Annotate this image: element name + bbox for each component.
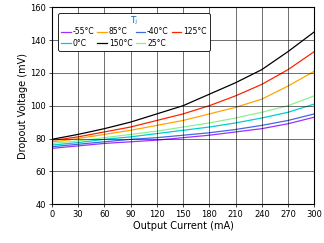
- -55°C: [129, 140, 133, 143]
- 125°C: [312, 50, 316, 53]
- 25°C: [181, 126, 185, 129]
- -55°C: [286, 122, 290, 125]
- 125°C: [50, 139, 54, 142]
- -55°C: [234, 130, 237, 133]
- -55°C: [76, 144, 80, 147]
- Y-axis label: Dropout Voltage (mV): Dropout Voltage (mV): [17, 53, 28, 159]
- 0°C: [76, 141, 80, 144]
- 85°C: [312, 70, 316, 73]
- 125°C: [207, 104, 211, 107]
- -55°C: [50, 147, 54, 150]
- Line: 85°C: 85°C: [52, 71, 314, 142]
- 25°C: [234, 117, 237, 120]
- 25°C: [155, 130, 159, 133]
- 150°C: [312, 30, 316, 33]
- 85°C: [181, 119, 185, 122]
- Line: 150°C: 150°C: [52, 32, 314, 139]
- 125°C: [102, 130, 106, 133]
- 150°C: [76, 133, 80, 136]
- 85°C: [76, 137, 80, 140]
- 85°C: [129, 129, 133, 132]
- -55°C: [312, 116, 316, 119]
- 85°C: [286, 85, 290, 87]
- 85°C: [260, 98, 264, 101]
- 0°C: [312, 103, 316, 105]
- 0°C: [102, 138, 106, 141]
- 25°C: [76, 139, 80, 142]
- 0°C: [129, 135, 133, 138]
- Line: 125°C: 125°C: [52, 52, 314, 140]
- Legend: -55°C, 0°C, 85°C, 150°C, -40°C, 25°C, 125°C: -55°C, 0°C, 85°C, 150°C, -40°C, 25°C, 12…: [58, 13, 210, 51]
- 125°C: [181, 113, 185, 115]
- -40°C: [312, 113, 316, 115]
- Line: 0°C: 0°C: [52, 104, 314, 145]
- 25°C: [50, 142, 54, 145]
- 150°C: [286, 50, 290, 53]
- Line: -55°C: -55°C: [52, 117, 314, 148]
- -55°C: [155, 139, 159, 142]
- -55°C: [207, 134, 211, 137]
- 0°C: [59, 143, 63, 146]
- 0°C: [50, 144, 54, 147]
- -40°C: [260, 124, 264, 127]
- 0°C: [207, 126, 211, 129]
- -40°C: [181, 134, 185, 137]
- -55°C: [181, 136, 185, 139]
- -40°C: [155, 136, 159, 139]
- 125°C: [234, 95, 237, 97]
- 150°C: [207, 93, 211, 96]
- 25°C: [312, 95, 316, 97]
- 25°C: [207, 122, 211, 124]
- 0°C: [286, 111, 290, 114]
- 85°C: [207, 113, 211, 115]
- 85°C: [50, 140, 54, 143]
- -40°C: [76, 143, 80, 146]
- 85°C: [59, 139, 63, 142]
- 85°C: [102, 133, 106, 136]
- 150°C: [260, 68, 264, 71]
- 150°C: [155, 113, 159, 115]
- 0°C: [260, 117, 264, 120]
- -40°C: [59, 144, 63, 147]
- -40°C: [207, 131, 211, 134]
- 150°C: [50, 138, 54, 141]
- 125°C: [59, 138, 63, 141]
- Line: -40°C: -40°C: [52, 114, 314, 147]
- -55°C: [260, 127, 264, 130]
- -55°C: [102, 142, 106, 145]
- 150°C: [234, 81, 237, 84]
- 0°C: [155, 132, 159, 135]
- 150°C: [59, 136, 63, 139]
- 125°C: [286, 68, 290, 71]
- 25°C: [59, 141, 63, 144]
- 150°C: [181, 104, 185, 107]
- 85°C: [155, 124, 159, 127]
- 125°C: [129, 126, 133, 129]
- 0°C: [234, 122, 237, 124]
- 150°C: [129, 121, 133, 124]
- 125°C: [76, 135, 80, 138]
- 85°C: [234, 106, 237, 109]
- -40°C: [286, 119, 290, 122]
- 150°C: [102, 127, 106, 130]
- -40°C: [129, 138, 133, 141]
- 125°C: [155, 119, 159, 122]
- -40°C: [234, 128, 237, 131]
- -40°C: [102, 140, 106, 143]
- 25°C: [129, 133, 133, 136]
- -40°C: [50, 145, 54, 148]
- X-axis label: Output Current (mA): Output Current (mA): [133, 221, 234, 231]
- 25°C: [286, 104, 290, 107]
- Line: 25°C: 25°C: [52, 96, 314, 143]
- 125°C: [260, 83, 264, 86]
- 25°C: [102, 136, 106, 139]
- -55°C: [59, 146, 63, 149]
- 25°C: [260, 111, 264, 114]
- 0°C: [181, 129, 185, 132]
